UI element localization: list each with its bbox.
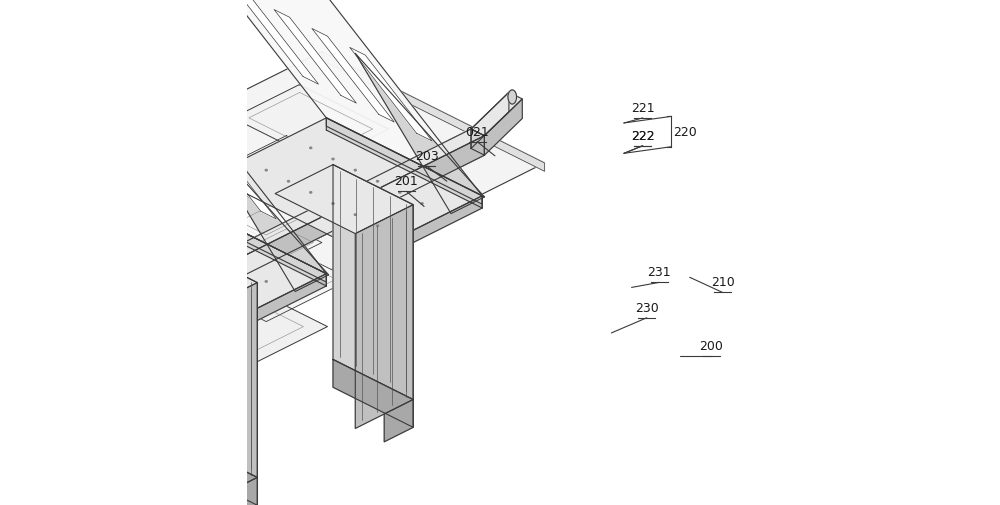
Polygon shape [199,132,329,292]
Ellipse shape [399,192,401,194]
Polygon shape [471,130,484,156]
Polygon shape [322,53,545,172]
Polygon shape [355,206,413,429]
Polygon shape [326,119,482,209]
Ellipse shape [265,170,267,172]
Ellipse shape [154,226,156,227]
Polygon shape [211,119,482,254]
Polygon shape [233,85,389,163]
Ellipse shape [332,204,334,205]
Text: 210: 210 [711,276,735,289]
Text: 222: 222 [631,129,655,142]
Polygon shape [8,335,73,379]
Polygon shape [350,48,432,142]
Polygon shape [236,0,319,85]
Ellipse shape [109,248,111,249]
Polygon shape [194,126,276,220]
Ellipse shape [154,270,156,272]
Ellipse shape [243,270,245,272]
Polygon shape [366,196,482,267]
Polygon shape [326,119,482,205]
Polygon shape [155,0,482,196]
Polygon shape [118,88,201,182]
Polygon shape [312,29,394,123]
Polygon shape [204,248,351,322]
Polygon shape [8,355,73,398]
Polygon shape [116,338,216,388]
Polygon shape [231,195,320,240]
Polygon shape [170,196,326,286]
Ellipse shape [508,91,517,105]
Polygon shape [471,93,509,149]
Ellipse shape [421,204,423,205]
Polygon shape [80,69,163,163]
Polygon shape [170,196,326,282]
Ellipse shape [377,181,379,183]
Text: 220: 220 [674,126,697,139]
Text: 222: 222 [631,129,655,142]
Ellipse shape [332,159,334,161]
Polygon shape [228,478,257,505]
Ellipse shape [377,226,379,227]
Text: 200: 200 [700,339,723,352]
Ellipse shape [310,148,312,149]
Polygon shape [275,165,413,234]
Text: 221: 221 [631,102,655,115]
Polygon shape [384,400,413,442]
Text: 021: 021 [465,125,489,138]
Polygon shape [59,335,73,362]
Polygon shape [274,11,356,104]
Polygon shape [333,165,413,400]
Ellipse shape [176,281,178,283]
Polygon shape [59,130,484,342]
Ellipse shape [132,259,134,261]
Polygon shape [199,283,257,505]
Polygon shape [233,225,322,270]
Polygon shape [0,53,545,386]
Ellipse shape [287,181,290,183]
Polygon shape [59,130,484,342]
Polygon shape [333,360,413,427]
Polygon shape [484,100,522,156]
Text: 231: 231 [648,266,671,279]
Ellipse shape [310,192,312,194]
Polygon shape [116,271,327,377]
Ellipse shape [221,259,223,261]
Polygon shape [211,274,326,344]
Polygon shape [300,85,389,130]
Polygon shape [471,130,484,156]
Polygon shape [177,437,257,505]
Polygon shape [177,243,257,478]
Ellipse shape [354,215,356,216]
Text: 230: 230 [635,301,659,314]
Text: 203: 203 [415,149,439,163]
Ellipse shape [265,281,267,283]
Polygon shape [471,93,522,136]
Ellipse shape [0,378,9,394]
Ellipse shape [198,292,200,294]
Polygon shape [8,335,59,391]
Polygon shape [73,136,484,362]
Polygon shape [156,107,238,200]
Polygon shape [355,54,484,214]
Polygon shape [87,352,187,402]
Polygon shape [233,136,322,181]
Ellipse shape [354,170,356,172]
Polygon shape [0,0,326,274]
Polygon shape [228,165,317,210]
Polygon shape [73,136,484,362]
Text: 201: 201 [395,175,418,188]
Polygon shape [119,243,257,312]
Ellipse shape [198,248,200,249]
Ellipse shape [221,304,223,305]
Ellipse shape [176,237,178,238]
Polygon shape [55,196,326,332]
